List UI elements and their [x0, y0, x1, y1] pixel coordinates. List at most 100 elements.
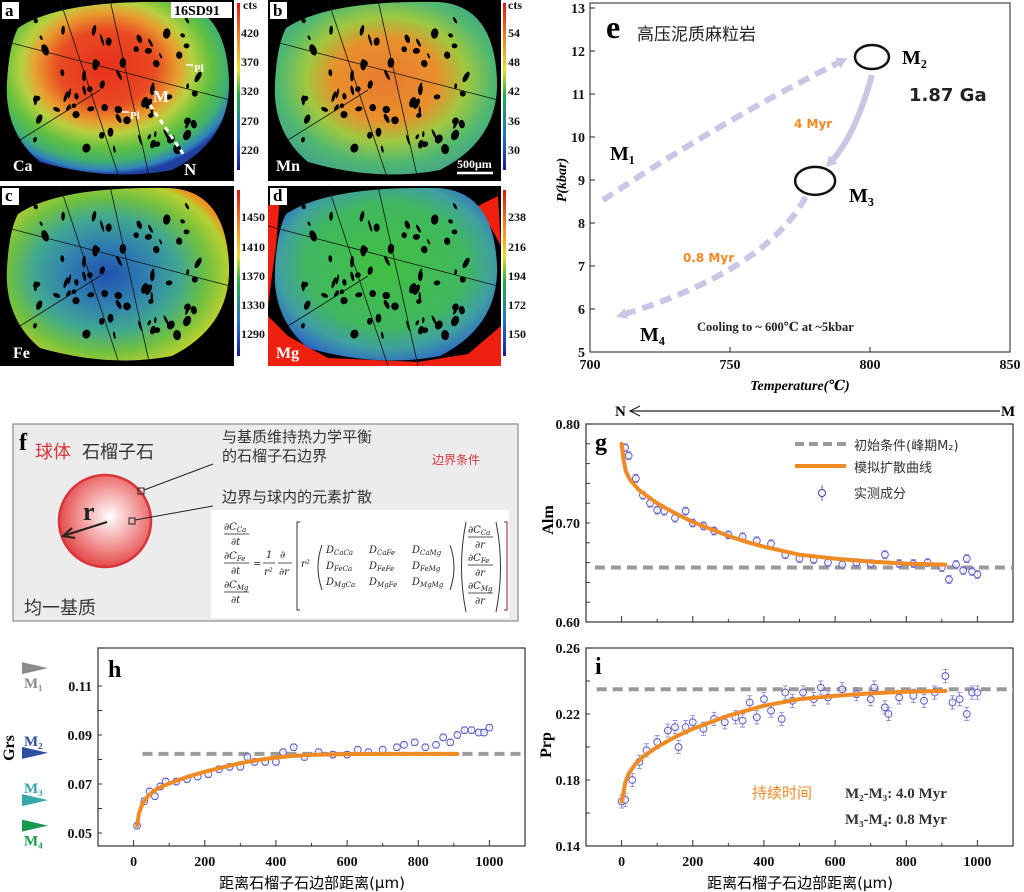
y-axis-title: Prp [538, 732, 555, 758]
arrow-left-icon [628, 405, 641, 417]
inclusion [355, 106, 363, 112]
inclusion [384, 255, 390, 266]
inclusion [147, 38, 154, 47]
inclusion [416, 112, 422, 118]
data-point [446, 738, 455, 747]
colorbar-tick: 420 [241, 26, 259, 40]
duration-label: 持续时间 [752, 784, 812, 802]
colorbar-tick: 172 [508, 298, 526, 312]
inclusion [147, 320, 152, 326]
data-point [895, 693, 904, 702]
colorbar-tick: 320 [241, 84, 259, 98]
colorbar-tick: 1290 [241, 327, 265, 341]
colorbar-unit: cts [508, 0, 522, 12]
inclusion [401, 46, 407, 53]
x-tick-label: 800 [408, 855, 429, 870]
stage-marker-label: M₁ [24, 676, 43, 692]
inclusion [72, 110, 80, 119]
data-point [952, 560, 960, 569]
inclusion [375, 127, 382, 137]
eq-text: ∂ [280, 550, 285, 561]
data-point [400, 740, 408, 749]
y-tick-label: 0.11 [68, 680, 92, 695]
sample-label: 16SD91 [174, 4, 220, 19]
map-panel-mn: b Mn 500μm [267, 0, 501, 181]
panel-label-bg [2, 2, 19, 19]
inclusion [383, 113, 390, 123]
inclusion [434, 320, 443, 330]
inclusion [448, 219, 454, 224]
eq-text: ∂r [279, 567, 290, 578]
inclusion [452, 303, 459, 311]
inclusion [367, 266, 373, 275]
inclusion [391, 302, 399, 311]
inclusion [331, 91, 337, 102]
inclusion [430, 214, 439, 225]
inclusion [329, 25, 333, 35]
panel-label-bg [2, 188, 19, 205]
data-point [467, 726, 476, 734]
garnet-mg-map [274, 187, 498, 361]
y-axis-title: Alm [540, 505, 557, 535]
equation-box [211, 510, 509, 618]
inclusion [67, 88, 72, 99]
inclusion [452, 117, 459, 125]
scale-bar-label: 500μm [457, 157, 492, 171]
inclusion [87, 106, 95, 112]
inclusion [133, 232, 139, 239]
matrix-entry: DFeMg [411, 561, 441, 573]
inclusion [350, 143, 359, 153]
inclusion [380, 145, 384, 153]
data-point [410, 738, 419, 747]
inclusion [359, 210, 365, 222]
eq-subscript: Mg [480, 585, 493, 593]
inclusion [418, 84, 423, 96]
radius-arrow [65, 521, 108, 536]
panel-label-d: d [273, 186, 283, 205]
inclusion [451, 43, 458, 49]
colorbar [237, 3, 240, 170]
inclusion [191, 276, 198, 283]
data-point [948, 698, 957, 707]
legend: 初始条件(峰期M₂) 模拟扩散曲线 实测成分 [795, 438, 959, 502]
duration-m3-m4: 0.8 Myr [683, 251, 734, 265]
x-tick-label: 750 [720, 358, 741, 373]
pt-path-segment [621, 195, 809, 318]
y-tick-label: 8 [578, 217, 585, 232]
data-point [688, 718, 697, 727]
matrix-entry: DMgCa [325, 577, 355, 589]
inclusion [112, 145, 116, 153]
garnet-label: 石榴子石 [82, 442, 154, 463]
inclusion [451, 129, 460, 141]
inclusion [147, 134, 152, 140]
inclusion [154, 131, 157, 138]
map-panel-mg: d Mg [267, 185, 501, 367]
measured-points [621, 443, 982, 584]
inclusions [267, 185, 499, 367]
x-tick-label: 850 [1000, 358, 1021, 373]
data-point [752, 713, 761, 722]
inclusion [99, 266, 105, 275]
inclusion [101, 104, 109, 112]
inclusion [138, 134, 143, 146]
inclusion [150, 325, 156, 335]
matrix-mineral [268, 196, 501, 366]
data-point [439, 733, 448, 742]
marker-pl-upper: Pl [194, 63, 204, 75]
model-curve [619, 441, 948, 567]
inclusion [123, 302, 131, 311]
inclusion [367, 131, 373, 139]
y-tick-label: 9 [578, 174, 585, 189]
inclusion [421, 245, 428, 254]
inclusion [301, 204, 306, 210]
bracket-right [504, 521, 508, 611]
data-point [624, 451, 633, 460]
element-label: Ca [13, 158, 33, 175]
profile-direction: N M [615, 404, 1015, 420]
inclusion [368, 220, 373, 232]
eq-text: ∂t [231, 537, 241, 548]
inclusion [194, 257, 202, 269]
y-tick-label: 0.70 [556, 517, 581, 532]
y-tick-label: 10 [571, 131, 585, 146]
